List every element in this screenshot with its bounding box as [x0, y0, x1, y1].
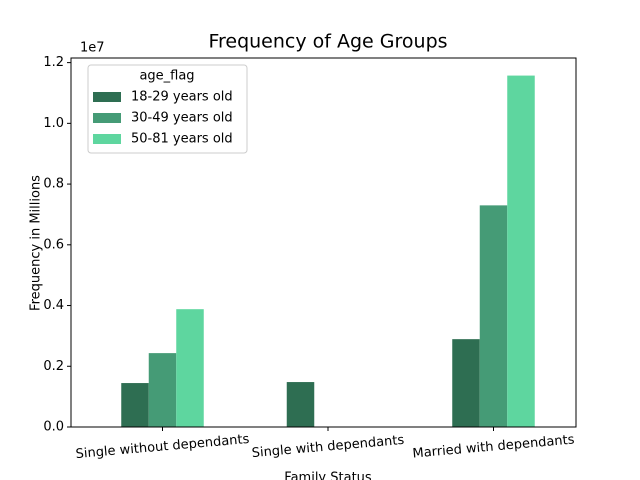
legend-label: 18-29 years old	[131, 90, 233, 105]
y-offset-label: 1e7	[80, 41, 105, 56]
y-tick-label: 0.2	[43, 359, 64, 374]
bar	[507, 75, 535, 428]
x-tick-label: Single without dependants	[75, 432, 250, 462]
legend-swatch	[93, 92, 121, 102]
legend-box	[87, 64, 248, 154]
x-axis-label: Family Status	[284, 471, 372, 480]
y-tick-label: 1.0	[43, 116, 64, 131]
plot-frame	[70, 57, 577, 428]
chart-title: Frequency of Age Groups	[208, 31, 447, 53]
bar	[479, 205, 508, 427]
legend-swatch	[93, 113, 121, 123]
legend-swatch	[93, 134, 121, 144]
x-tick-label: Married with dependants	[412, 432, 575, 461]
x-tick-label: Single with dependants	[251, 433, 405, 461]
bar	[286, 382, 315, 427]
bar	[148, 353, 177, 427]
y-tick-label: 0.4	[43, 298, 64, 313]
y-tick-label: 1.2	[43, 55, 64, 70]
bar	[121, 383, 149, 427]
y-tick-label: 0.8	[43, 177, 64, 192]
legend-title: age_flag	[139, 69, 194, 84]
bar	[176, 309, 204, 427]
legend-label: 30-49 years old	[131, 111, 233, 126]
y-tick-label: 0.6	[43, 237, 64, 252]
legend-label: 50-81 years old	[131, 132, 233, 147]
y-axis-label: Frequency in Millions	[29, 175, 44, 311]
bar	[452, 339, 480, 427]
y-tick-label: 0.0	[43, 420, 64, 435]
